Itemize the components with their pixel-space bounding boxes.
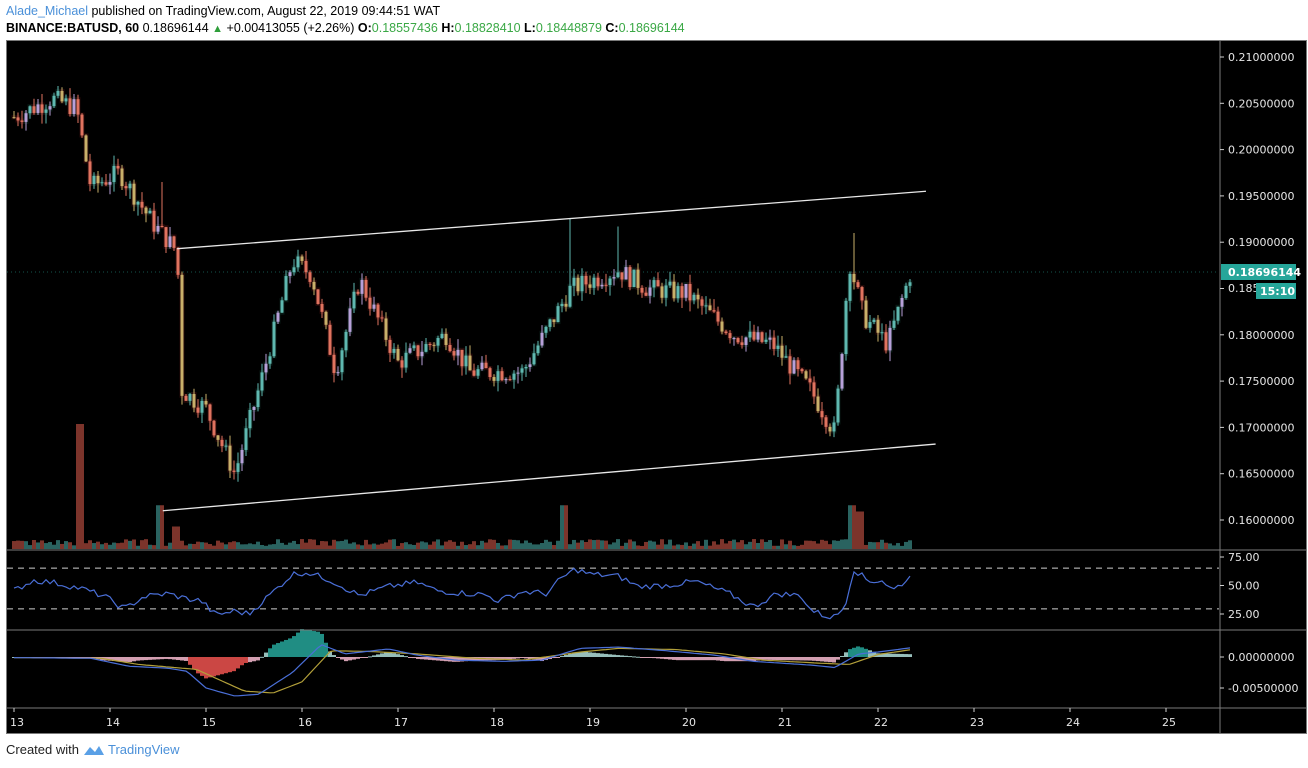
svg-text:22: 22 [874, 716, 888, 729]
svg-text:0.17000000: 0.17000000 [1228, 421, 1294, 434]
published-text: published on TradingView.com, August 22,… [91, 4, 441, 18]
svg-text:75.00: 75.00 [1228, 551, 1260, 564]
svg-text:0.18696144: 0.18696144 [1228, 266, 1301, 279]
up-arrow-icon: ▲ [212, 23, 224, 35]
svg-text:24: 24 [1066, 716, 1080, 729]
chart-frame[interactable] [6, 40, 1307, 734]
upper-trendline[interactable] [177, 190, 927, 250]
svg-text:0.16000000: 0.16000000 [1228, 514, 1294, 527]
last-price: 0.18696144 [142, 21, 209, 35]
svg-text:0.17500000: 0.17500000 [1228, 375, 1294, 388]
svg-text:19: 19 [586, 716, 600, 729]
svg-text:0.16500000: 0.16500000 [1228, 468, 1294, 481]
open-value: 0.18557436 [371, 21, 438, 35]
svg-text:14: 14 [106, 716, 120, 729]
svg-text:50.00: 50.00 [1228, 580, 1260, 593]
open-label: O: [357, 21, 372, 35]
macd-pane [12, 629, 912, 697]
low-label: L: [524, 21, 536, 35]
author-link[interactable]: Alade_Michael [6, 4, 88, 18]
svg-text:0.20500000: 0.20500000 [1228, 97, 1294, 110]
close-label: C: [605, 21, 619, 35]
symbol-label: BINANCE:BATUSD, 60 [6, 21, 140, 35]
low-value: 0.18448879 [535, 21, 602, 35]
close-value: 0.18696144 [618, 21, 685, 35]
svg-text:13: 13 [10, 716, 24, 729]
svg-text:25: 25 [1162, 716, 1176, 729]
svg-text:16: 16 [298, 716, 312, 729]
svg-text:15:10: 15:10 [1260, 285, 1295, 298]
svg-text:20: 20 [682, 716, 696, 729]
ohlc-line: BINANCE:BATUSD, 60 0.18696144 ▲ +0.00413… [6, 20, 685, 38]
publish-line: Alade_Michael published on TradingView.c… [6, 3, 685, 20]
trend-channel[interactable] [162, 190, 936, 512]
svg-text:-0.00500000: -0.00500000 [1228, 682, 1298, 695]
created-with-label: Created with [6, 742, 79, 757]
volume-bars [12, 424, 912, 549]
price-change: +0.00413055 (+2.26%) [226, 21, 355, 35]
svg-text:0.185: 0.185 [1228, 282, 1260, 295]
svg-text:0.19000000: 0.19000000 [1228, 236, 1294, 249]
svg-text:18: 18 [490, 716, 504, 729]
axes: 0.21000000 0.20500000 0.20000000 0.19500000… [7, 41, 1307, 733]
svg-text:23: 23 [970, 716, 984, 729]
rsi-pane [7, 567, 1219, 620]
svg-text:0.18000000: 0.18000000 [1228, 329, 1294, 342]
tradingview-logo-icon [83, 745, 104, 755]
tradingview-brand[interactable]: TradingView [83, 742, 180, 757]
candlestick-series [11, 85, 913, 482]
svg-text:21: 21 [778, 716, 792, 729]
svg-text:15: 15 [202, 716, 216, 729]
high-value: 0.18828410 [454, 21, 521, 35]
svg-text:25.00: 25.00 [1228, 608, 1260, 621]
footer: Created with TradingView [6, 742, 180, 757]
svg-text:0.19500000: 0.19500000 [1228, 190, 1294, 203]
svg-text:0.21000000: 0.21000000 [1228, 51, 1294, 64]
svg-text:0.00000000: 0.00000000 [1228, 651, 1294, 664]
high-label: H: [441, 21, 455, 35]
lower-trendline[interactable] [162, 443, 936, 512]
chart-header: Alade_Michael published on TradingView.c… [6, 3, 685, 38]
svg-text:0.20000000: 0.20000000 [1228, 144, 1294, 157]
tradingview-brand-label: TradingView [107, 742, 180, 757]
svg-text:17: 17 [394, 716, 408, 729]
